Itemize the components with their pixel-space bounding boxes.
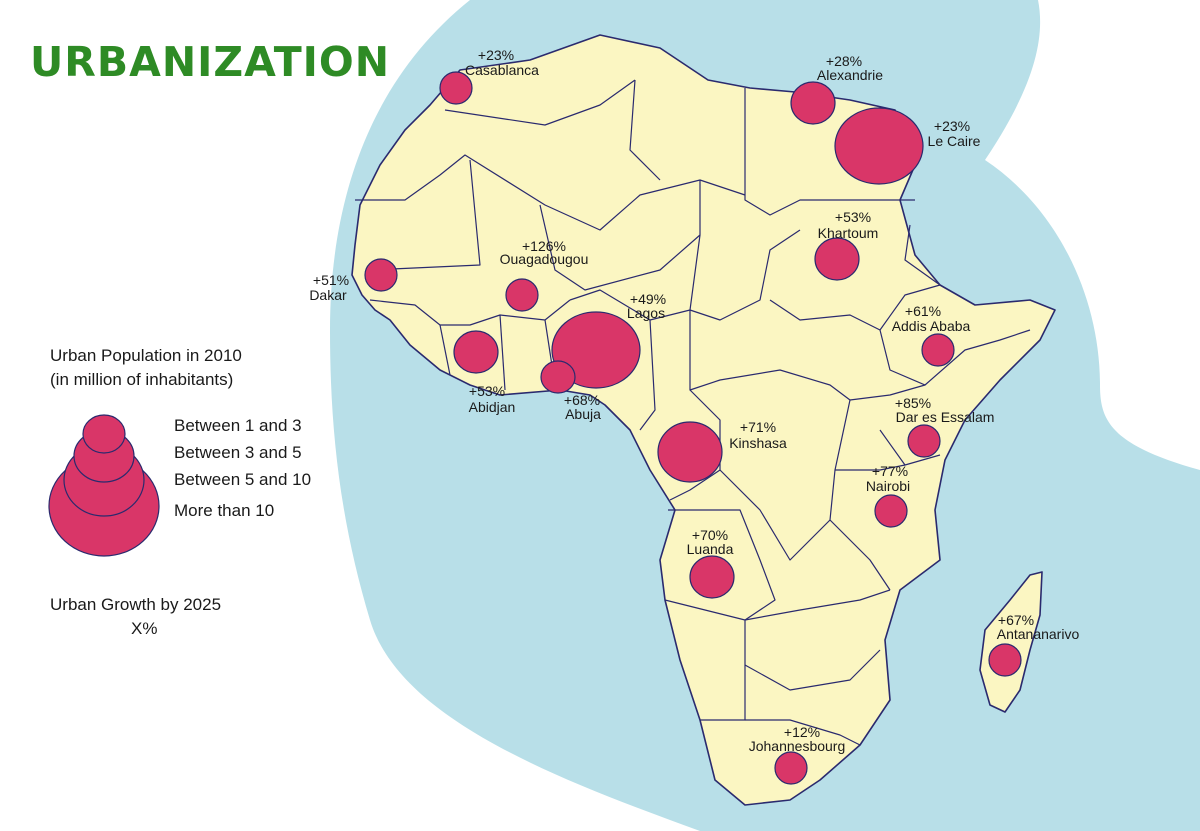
- city-name-alexandrie: Alexandrie: [817, 67, 883, 83]
- city-growth-ouagadougou: +126%: [522, 238, 566, 254]
- city-bubble-casablanca: [439, 71, 473, 105]
- city-name-lagos: Lagos: [627, 305, 665, 321]
- legend-class-4: More than 10: [174, 501, 275, 520]
- city-bubble-dakar: [364, 258, 398, 292]
- city-bubble-khartoum: [814, 237, 860, 281]
- city-bubble-kinshasa: [657, 421, 723, 483]
- madagascar: [979, 571, 1043, 713]
- legend-growth-line1: Urban Growth by 2025: [50, 595, 222, 614]
- city-bubble-luanda: [689, 555, 735, 599]
- city-growth-nairobi: +77%: [872, 463, 908, 479]
- city-bubble-le-caire: [834, 107, 924, 185]
- city-growth-abuja: +68%: [564, 392, 600, 408]
- legend-heading-line2: (in million of inhabitants): [50, 370, 234, 389]
- city-name-casablanca: Casablanca: [465, 62, 539, 78]
- city-growth-le-caire: +23%: [934, 118, 970, 134]
- city-name-dar-es-essalam: Dar es Essalam: [896, 409, 995, 425]
- legend-class-3: Between 5 and 10: [174, 470, 312, 489]
- city-bubble-abidjan: [453, 330, 499, 374]
- city-name-ouagadougou: Ouagadougou: [500, 251, 589, 267]
- city-growth-abidjan: +53%: [469, 383, 505, 399]
- city-growth-alexandrie: +28%: [826, 53, 862, 69]
- city-bubbles: [364, 71, 1022, 785]
- city-growth-kinshasa: +71%: [740, 419, 776, 435]
- legend-circles: [48, 414, 160, 557]
- city-bubble-abuja: [540, 360, 576, 394]
- city-name-kinshasa: Kinshasa: [729, 435, 787, 451]
- city-bubble-alexandrie: [790, 81, 836, 125]
- city-growth-dakar: +51%: [313, 272, 349, 288]
- city-growth-casablanca: +23%: [478, 47, 514, 63]
- legend-class-2: Between 3 and 5: [174, 443, 302, 462]
- city-name-abidjan: Abidjan: [469, 399, 516, 415]
- city-name-abuja: Abuja: [565, 406, 601, 422]
- city-bubble-dar-es-essalam: [907, 424, 941, 458]
- city-growth-lagos: +49%: [630, 291, 666, 307]
- city-name-addis-ababa: Addis Ababa: [892, 318, 971, 334]
- city-bubble-johannesbourg: [774, 751, 808, 785]
- city-growth-luanda: +70%: [692, 527, 728, 543]
- map-title: URBANIZATION: [30, 38, 391, 86]
- city-name-khartoum: Khartoum: [818, 225, 879, 241]
- city-name-nairobi: Nairobi: [866, 478, 910, 494]
- city-growth-addis-ababa: +61%: [905, 303, 941, 319]
- city-name-antananarivo: Antananarivo: [997, 626, 1080, 642]
- city-bubble-addis-ababa: [921, 333, 955, 367]
- city-growth-johannesbourg: +12%: [784, 724, 820, 740]
- city-bubble-ouagadougou: [505, 278, 539, 312]
- city-name-dakar: Dakar: [309, 287, 347, 303]
- city-bubble-antananarivo: [988, 643, 1022, 677]
- city-name-le-caire: Le Caire: [928, 133, 981, 149]
- city-bubble-nairobi: [874, 494, 908, 528]
- city-labels: +23% Casablanca +28% Alexandrie +23% Le …: [309, 47, 1079, 754]
- legend-growth-line2: X%: [131, 619, 158, 638]
- country-borders: [355, 79, 1031, 746]
- legend-circle-1-3: [82, 414, 126, 454]
- city-name-luanda: Luanda: [687, 541, 734, 557]
- legend-heading-line1: Urban Population in 2010: [50, 346, 242, 365]
- city-bubble-lagos: [551, 311, 641, 389]
- city-growth-antananarivo: +67%: [998, 612, 1034, 628]
- legend-class-1: Between 1 and 3: [174, 416, 302, 435]
- city-growth-dar-es-essalam: +85%: [895, 395, 931, 411]
- city-growth-khartoum: +53%: [835, 209, 871, 225]
- city-name-johannesbourg: Johannesbourg: [749, 738, 846, 754]
